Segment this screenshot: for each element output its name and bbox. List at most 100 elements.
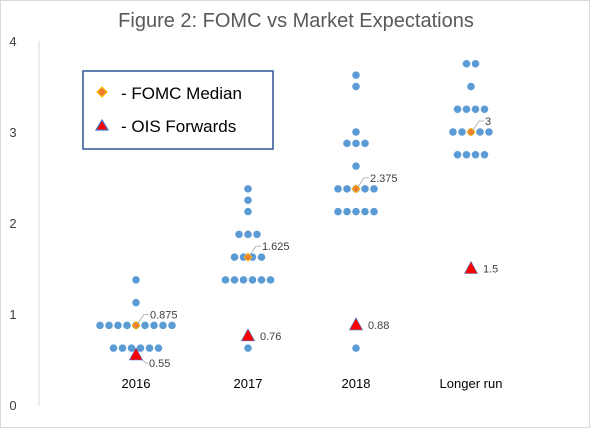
y-tick-label: 3	[9, 125, 16, 140]
legend-diamond-icon	[96, 86, 108, 98]
median-data-label: 1.625	[262, 241, 290, 253]
ois-forward-marker	[240, 328, 256, 342]
median-data-label: 0.875	[150, 309, 178, 321]
label-leader-lines	[137, 120, 484, 365]
participant-dot	[150, 321, 158, 330]
participant-dot	[109, 344, 118, 352]
ois-data-label: 0.55	[149, 358, 170, 370]
participant-dot	[253, 230, 261, 239]
participant-dot	[132, 298, 140, 307]
fomc-median-marker	[466, 127, 476, 137]
participant-dot	[248, 276, 257, 284]
participant-dot	[462, 105, 471, 114]
participant-dot	[235, 230, 243, 239]
participant-dot	[123, 321, 131, 330]
participant-dot	[257, 276, 266, 284]
participant-dot	[244, 185, 252, 193]
y-tick-label: 0	[9, 398, 16, 413]
median-data-label: 3	[485, 116, 491, 128]
x-category-label: Longer run	[440, 376, 503, 391]
legend-box	[82, 70, 274, 150]
data-labels: 0.875 1.625 2.375 3 0.55 0.76 0.88 1.5	[149, 116, 498, 370]
participant-dot	[105, 321, 113, 330]
participant-dot	[244, 207, 252, 216]
participant-dot	[334, 207, 342, 216]
ois-data-label: 0.88	[368, 320, 389, 332]
median-label-leader	[472, 120, 484, 131]
legend: - FOMC Median - OIS Forwards	[82, 70, 274, 150]
legend-triangle-icon	[94, 118, 110, 131]
x-category-label: 2018	[342, 376, 371, 391]
participant-dot	[476, 128, 484, 136]
fomc-median-marker	[351, 184, 361, 194]
ois-forwards-series	[128, 260, 479, 361]
participant-dot	[361, 185, 369, 193]
participant-dot	[334, 185, 342, 193]
ois-forward-marker	[348, 317, 364, 331]
participant-dot	[471, 59, 480, 68]
participant-dot	[471, 105, 480, 114]
participant-dot	[244, 344, 252, 352]
participant-dot	[244, 230, 252, 239]
participant-dot	[352, 82, 360, 91]
participant-dot	[480, 150, 489, 159]
participant-dot	[370, 185, 378, 193]
ois-data-label: 0.76	[260, 331, 281, 343]
participant-dot	[141, 321, 149, 330]
participant-dot	[230, 253, 239, 261]
participant-dot	[96, 321, 104, 330]
participant-dot	[343, 207, 351, 216]
participant-dot	[266, 276, 275, 284]
participant-dot	[361, 207, 369, 216]
legend-label-fomc-median: - FOMC Median	[121, 84, 242, 103]
participant-dot	[352, 139, 360, 148]
participant-dot	[114, 321, 122, 330]
participant-dot	[458, 128, 466, 136]
participant-dot	[127, 344, 136, 352]
fomc-median-marker	[131, 320, 141, 330]
participant-dot	[471, 150, 480, 159]
participant-dot	[168, 321, 176, 330]
participant-dot	[449, 128, 457, 136]
participant-dot	[453, 150, 462, 159]
median-label-leader	[249, 245, 261, 256]
dot-series	[96, 59, 493, 352]
participant-dot	[159, 321, 167, 330]
participant-dot	[352, 344, 360, 352]
x-axis-categories: 2016 2017 2018 Longer run	[122, 376, 503, 391]
participant-dot	[343, 139, 351, 148]
participant-dot	[467, 82, 475, 91]
participant-dot	[239, 276, 248, 284]
participant-dot	[462, 59, 471, 68]
participant-dot	[118, 344, 127, 352]
median-data-label: 2.375	[370, 173, 398, 185]
participant-dot	[244, 196, 252, 205]
median-label-leader	[137, 313, 149, 324]
participant-dot	[453, 105, 462, 114]
participant-dot	[154, 344, 163, 352]
y-tick-label: 2	[9, 216, 16, 231]
participant-dot	[361, 139, 369, 148]
median-label-leader	[357, 177, 369, 188]
ois-forward-marker	[463, 260, 479, 274]
participant-dot	[485, 128, 493, 136]
participant-dot	[145, 344, 154, 352]
ois-forward-marker	[128, 347, 144, 361]
participant-dot	[352, 128, 360, 136]
x-category-label: 2016	[122, 376, 151, 391]
participant-dot	[480, 105, 489, 114]
participant-dot	[257, 253, 266, 261]
ois-data-label: 1.5	[483, 264, 498, 276]
fomc-median-series	[131, 127, 476, 330]
legend-label-ois-forwards: - OIS Forwards	[121, 117, 236, 136]
chart-title: Figure 2: FOMC vs Market Expectations	[118, 10, 474, 32]
participant-dot	[462, 150, 471, 159]
participant-dot	[343, 185, 351, 193]
participant-dot	[132, 276, 140, 284]
y-axis-ticks: 0 1 2 3 4	[9, 34, 16, 413]
participant-dot	[352, 207, 360, 216]
participant-dot	[370, 207, 378, 216]
participant-dot	[221, 276, 230, 284]
